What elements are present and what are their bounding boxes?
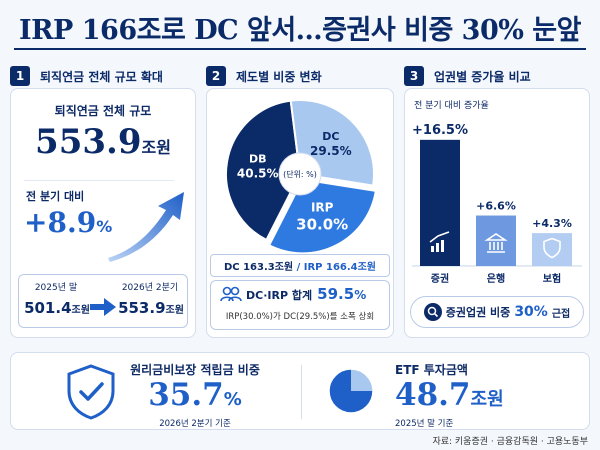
amount-separator: /	[296, 262, 301, 273]
guarantee-value: 35.7	[148, 377, 224, 413]
bar-label-1: +16.5%	[412, 123, 468, 138]
pie-label-db: DB	[249, 153, 267, 166]
prev-unit: 조원	[71, 305, 90, 316]
securities-share-badge: 증권업권 비중 30% 근접	[410, 296, 584, 328]
bank-icon	[484, 233, 508, 253]
pie-unit-note: (단위: %)	[283, 169, 317, 179]
curr-figure: 553.9조원	[114, 298, 188, 317]
shield-icon	[543, 237, 561, 259]
sum-label: DC·IRP 합계	[246, 289, 313, 302]
change-box	[18, 274, 188, 328]
growth-sublabel: 전 분기 대비 증가율	[414, 101, 489, 111]
total-label: 퇴직연금 전체 규모	[54, 104, 152, 118]
panel2-number: 2	[206, 66, 226, 86]
bar-category-3: 보험	[543, 272, 561, 285]
bar-label-2: +6.6%	[476, 200, 516, 213]
arrow-right-icon	[90, 298, 116, 316]
badge-label: 증권업권 비중	[445, 306, 511, 319]
growth-arrow-icon	[108, 192, 184, 262]
bar-category-1: 증권	[431, 273, 449, 285]
badge-suffix: 근접	[551, 308, 571, 320]
prev-figure: 501.4조원	[20, 298, 94, 317]
badge-value: 30%	[514, 304, 548, 320]
bar-category-2: 은행	[487, 272, 505, 285]
panel3-heading: 업권별 증가율 비교	[434, 69, 531, 84]
pie-center	[278, 152, 322, 196]
panel2-header: 2 제도별 비중 변화	[206, 66, 322, 86]
total-value: 553.9	[35, 122, 142, 162]
panel-total-size: 1 퇴직연금 전체 규모 확대 퇴직연금 전체 규모 553.9조원 전 분기 …	[10, 66, 196, 338]
total-figure: 553.9조원	[10, 122, 196, 162]
source-note: 자료: 키움증권 · 금융감독원 · 고용노동부	[432, 437, 588, 447]
total-unit: 조원	[141, 138, 171, 157]
guarantee-note: 2026년 2분기 기준	[159, 419, 231, 429]
sum-value: 59.5	[317, 285, 355, 303]
pie-value-db: 40.5%	[237, 167, 279, 181]
pie-value-irp: 30.0%	[296, 216, 348, 234]
curr-period: 2026년 2분기	[121, 283, 179, 293]
panel1-number: 1	[10, 66, 30, 86]
plan-note: IRP(30.0%)가 DC(29.5%)를 소폭 상회	[225, 312, 375, 322]
plan-amounts: DC 163.3조원 / IRP 166.4조원	[210, 254, 390, 277]
shield-check-icon	[67, 364, 115, 420]
pie-chart-icon	[328, 368, 374, 414]
sector-growth-bars: +16.5% 증권 +6.6% 은행 +4.3% 보험	[412, 123, 582, 285]
growth-chart-icon	[429, 231, 450, 252]
etf-label: ETF 투자금액	[395, 363, 468, 377]
etf-figure: 48.7조원	[395, 377, 504, 413]
people-icon	[220, 286, 242, 302]
etf-unit: 조원	[470, 389, 504, 410]
etf-value: 48.7	[395, 377, 471, 413]
page-title: IRP 166조로 DC 앞서…증권사 비중 30% 눈앞	[18, 15, 582, 46]
pie-value-dc: 29.5%	[310, 144, 352, 158]
pie-slice-db	[225, 99, 302, 242]
sum-unit: %	[354, 288, 367, 302]
panel2-heading: 제도별 비중 변화	[236, 69, 322, 84]
panel-sector-growth: 3 업권별 증가율 비교 전 분기 대비 증가율 +16.5% 증권 +6.6% 은행…	[404, 66, 590, 338]
sum-box	[210, 280, 390, 330]
search-icon	[423, 303, 442, 321]
panel-plan-share: 2 제도별 비중 변화 DB 40.5% DC 29.5% IRP 30.0% (단위: %…	[206, 66, 394, 338]
panel3-number: 3	[404, 66, 424, 86]
bar-label-3: +4.3%	[532, 217, 572, 230]
prev-value: 501.4	[24, 299, 72, 317]
sum-line: DC·IRP 합계 59.5%	[246, 284, 366, 303]
prev-period: 2025년 말	[34, 283, 78, 293]
qoq-unit: %	[96, 217, 113, 236]
qoq-figure: +8.9%	[24, 206, 112, 239]
etf-note: 2025년 말 기준	[395, 419, 454, 429]
curr-value: 553.9	[118, 299, 166, 317]
pie-slice-irp	[267, 178, 377, 254]
panel1-divider	[24, 180, 174, 181]
pie-label-irp: IRP	[311, 201, 334, 215]
bottom-summary: 원리금비보장 적립금 비중 35.7% 2026년 2분기 기준 ETF 투자금…	[10, 352, 590, 430]
qoq-value: +8.9	[24, 206, 97, 239]
pie-label-dc: DC	[322, 130, 339, 143]
bottom-divider	[301, 365, 302, 419]
guarantee-unit: %	[223, 389, 242, 410]
guarantee-label: 원리금비보장 적립금 비중	[130, 363, 260, 377]
bar-1	[420, 139, 460, 266]
panel1-header: 1 퇴직연금 전체 규모 확대	[10, 66, 163, 86]
dc-amount: DC 163.3조원	[223, 262, 294, 273]
irp-amount: IRP 166.4조원	[303, 262, 377, 273]
panel3-header: 3 업권별 증가율 비교	[404, 66, 531, 86]
guarantee-figure: 35.7%	[115, 377, 275, 413]
qoq-label: 전 분기 대비	[26, 190, 85, 203]
panel1-heading: 퇴직연금 전체 규모 확대	[40, 69, 163, 84]
curr-unit: 조원	[165, 305, 184, 316]
title-divider	[14, 48, 586, 50]
